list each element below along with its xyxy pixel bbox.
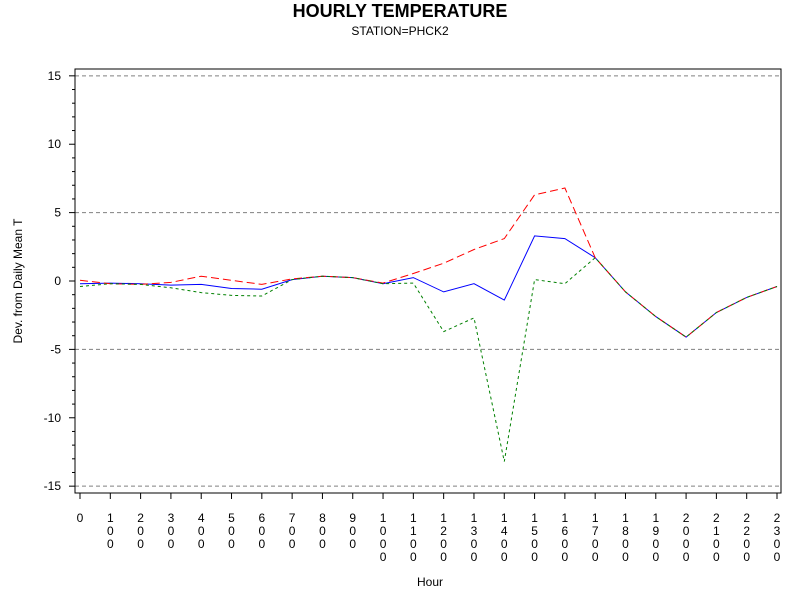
y-tick-label: -15: [44, 479, 62, 493]
y-tick-label: -10: [44, 411, 62, 425]
plot-frame: [74, 68, 782, 494]
y-tick-label: 10: [48, 137, 62, 151]
series-line-1: [79, 235, 778, 338]
y-tick-label: 5: [54, 206, 61, 220]
chart-title: HOURLY TEMPERATURE: [293, 1, 508, 21]
series-line-2: [79, 187, 778, 338]
chart-subtitle: STATION=PHCK2: [351, 24, 449, 38]
series-line-3: [79, 257, 778, 462]
series-lines: [79, 187, 778, 462]
y-tick-label: -5: [50, 342, 61, 356]
x-tick-label: 0: [77, 511, 84, 525]
gridlines: [75, 75, 781, 487]
y-axis-label: Dev. from Daily Mean T: [11, 218, 25, 344]
y-axis: -15 -10 -5 0 5 10 15: [44, 69, 75, 493]
y-tick-label: 0: [54, 274, 61, 288]
x-axis: 0 1 0 0 2 0 0 3 0 0 4 0 0 5 0 0 6 0 0 7 0 0 8 0 0 9 0 0 1 0 0 0 1 1 0 0 1 2 0 0…: [77, 493, 781, 564]
x-axis-label: Hour: [417, 575, 443, 589]
y-tick-label: 15: [48, 69, 62, 83]
